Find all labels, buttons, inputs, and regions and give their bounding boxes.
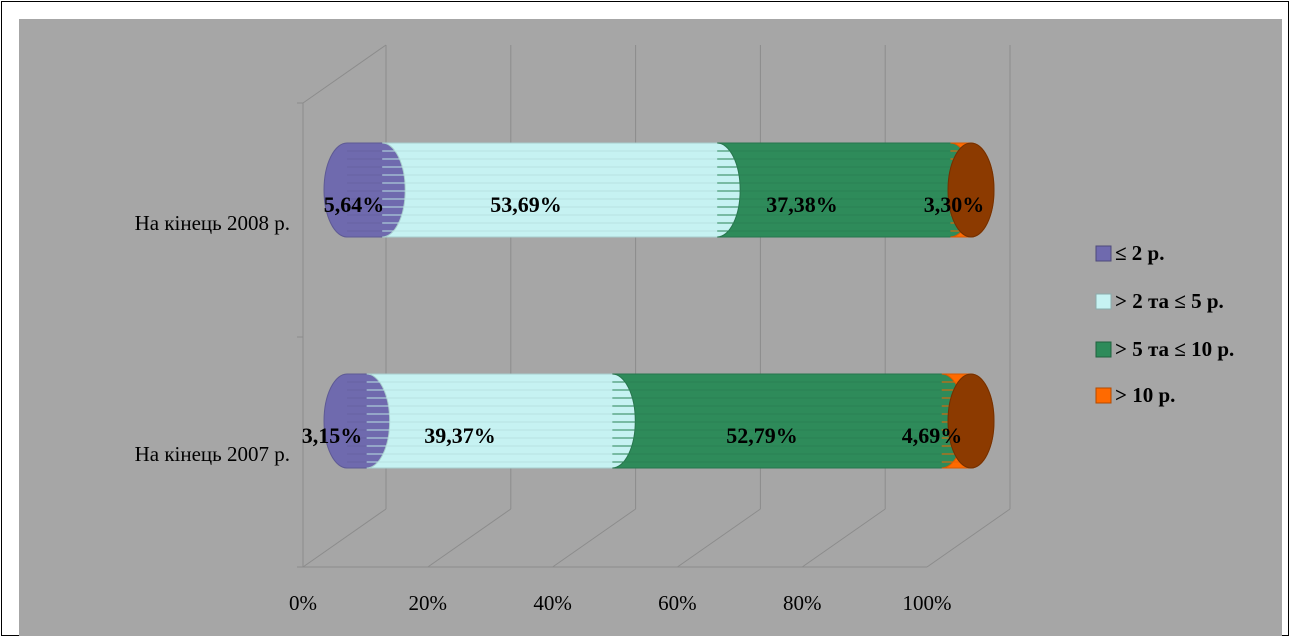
legend-swatch xyxy=(1095,293,1112,310)
data-label: 4,69% xyxy=(902,423,963,448)
legend-label: > 5 та ≤ 10 р. xyxy=(1115,337,1234,361)
floor-gridline xyxy=(552,508,636,568)
data-label: 3,15% xyxy=(302,423,363,448)
plot-area xyxy=(19,19,1282,636)
x-tick-label: 40% xyxy=(533,591,572,615)
x-tick-label: 20% xyxy=(409,591,448,615)
legend-swatch xyxy=(1095,341,1112,358)
legend-label: ≤ 2 р. xyxy=(1115,241,1164,265)
legend-label: > 2 та ≤ 5 р. xyxy=(1115,289,1224,313)
floor-gridline xyxy=(677,508,761,568)
data-label: 37,38% xyxy=(766,192,838,217)
category-label: На кінець 2008 р. xyxy=(135,211,290,235)
bar-end-cap xyxy=(947,142,995,238)
x-tick-label: 80% xyxy=(783,591,822,615)
x-tick-label: 0% xyxy=(289,591,317,615)
legend-swatch xyxy=(1095,387,1112,404)
data-label: 5,64% xyxy=(324,192,385,217)
data-label: 53,69% xyxy=(490,192,562,217)
data-label: 52,79% xyxy=(726,423,798,448)
bar-end-cap xyxy=(947,373,995,469)
x-tick-label: 60% xyxy=(658,591,697,615)
legend-swatch xyxy=(1095,245,1112,262)
category-label: На кінець 2007 р. xyxy=(135,442,290,466)
floor-gridline xyxy=(801,508,886,568)
data-label: 3,30% xyxy=(924,192,985,217)
legend-label: > 10 р. xyxy=(1115,383,1175,407)
data-label: 39,37% xyxy=(424,423,496,448)
side-wall-top xyxy=(302,44,387,104)
floor-gridline xyxy=(302,508,387,568)
floor-gridline xyxy=(926,508,1011,568)
x-tick-label: 100% xyxy=(903,591,952,615)
floor-gridline xyxy=(427,508,512,568)
